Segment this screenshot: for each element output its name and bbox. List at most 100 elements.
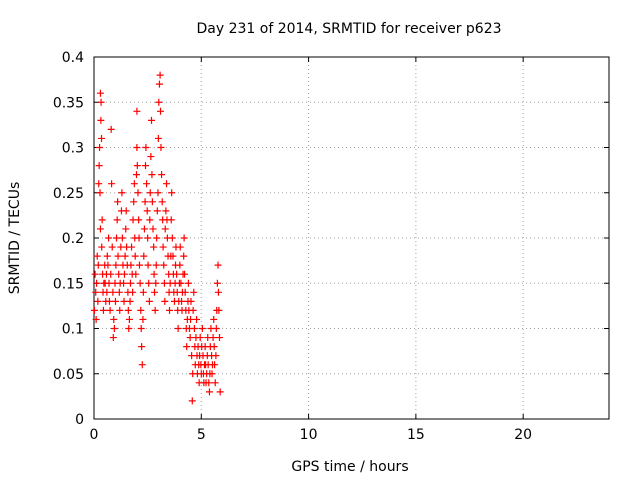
data-point [132, 171, 140, 179]
data-point [109, 288, 117, 296]
x-axis-label: GPS time / hours [291, 459, 408, 475]
data-point [139, 288, 147, 296]
x-axis: 0 5 10 15 20 [90, 57, 532, 443]
data-point [96, 225, 104, 233]
x-tick-label: 20 [514, 427, 532, 443]
data-point [205, 388, 213, 396]
data-point [120, 279, 128, 287]
data-point [91, 270, 99, 278]
data-point [138, 361, 146, 369]
data-point [162, 207, 170, 215]
data-point [173, 270, 181, 278]
data-point [115, 288, 123, 296]
data-point [104, 261, 112, 269]
data-point [98, 134, 106, 142]
data-point [216, 388, 224, 396]
data-point [122, 225, 130, 233]
data-point [113, 216, 121, 224]
data-point [214, 288, 222, 296]
data-point [212, 352, 220, 360]
data-point [160, 261, 168, 269]
data-point [212, 325, 220, 332]
data-point [133, 107, 141, 115]
data-point [126, 279, 134, 287]
data-point [189, 306, 197, 314]
y-tick-label: 0 [75, 412, 84, 428]
data-point [148, 116, 156, 124]
data-point [208, 370, 216, 378]
data-point [103, 252, 111, 260]
data-point [96, 144, 104, 151]
data-point [94, 261, 102, 269]
data-point [110, 315, 118, 323]
data-point [134, 189, 142, 197]
x-tick-label: 5 [197, 427, 206, 443]
data-point [146, 189, 154, 197]
data-point [105, 279, 113, 287]
data-point [188, 397, 196, 405]
data-point [103, 288, 111, 296]
data-point [92, 288, 100, 296]
data-point [176, 261, 184, 269]
data-point [167, 216, 175, 224]
data-point [96, 89, 104, 97]
data-point [181, 270, 189, 278]
data-point [99, 306, 107, 314]
data-point [114, 198, 122, 206]
data-point [157, 107, 165, 115]
data-point [121, 252, 129, 260]
data-point [136, 279, 144, 287]
data-point [155, 80, 163, 88]
data-point [216, 334, 224, 342]
data-point [144, 234, 152, 242]
chart-title: Day 231 of 2014, SRMTID for receiver p62… [196, 21, 501, 37]
data-point [126, 297, 134, 305]
y-tick-label: 0.05 [53, 367, 84, 383]
data-point [124, 306, 132, 314]
data-point [161, 297, 169, 305]
data-point [135, 261, 143, 269]
data-point [213, 279, 221, 287]
data-point [159, 243, 167, 251]
data-point [93, 252, 101, 260]
data-point [116, 306, 124, 314]
data-point [110, 325, 118, 332]
data-point [145, 297, 153, 305]
data-point [153, 234, 161, 242]
data-point [129, 288, 137, 296]
data-point [176, 243, 184, 251]
data-point [196, 334, 204, 342]
data-point [151, 306, 159, 314]
data-point [183, 343, 191, 351]
data-point [143, 180, 151, 188]
data-point [97, 98, 105, 106]
data-point [139, 315, 147, 323]
y-axis-label: SRMTID / TECUs [7, 182, 23, 295]
y-tick-label: 0.2 [62, 231, 84, 247]
data-point [144, 261, 152, 269]
x-tick-label: 15 [407, 427, 425, 443]
data-point [122, 207, 130, 215]
data-point [98, 216, 106, 224]
data-point [130, 180, 138, 188]
data-point [131, 252, 139, 260]
data-point [146, 216, 154, 224]
data-point [150, 270, 158, 278]
data-point [174, 325, 182, 332]
data-point [169, 252, 177, 260]
data-point [135, 216, 143, 224]
data-point [166, 306, 174, 314]
x-tick-label: 0 [90, 427, 99, 443]
data-point [93, 279, 101, 287]
data-point [106, 306, 114, 314]
y-tick-label: 0.15 [53, 276, 84, 292]
data-point [128, 243, 136, 251]
data-point [105, 234, 113, 242]
data-point [150, 243, 158, 251]
data-point [187, 315, 195, 323]
data-point [168, 189, 176, 197]
data-point [109, 334, 117, 342]
data-point [178, 297, 186, 305]
data-point [111, 297, 119, 305]
